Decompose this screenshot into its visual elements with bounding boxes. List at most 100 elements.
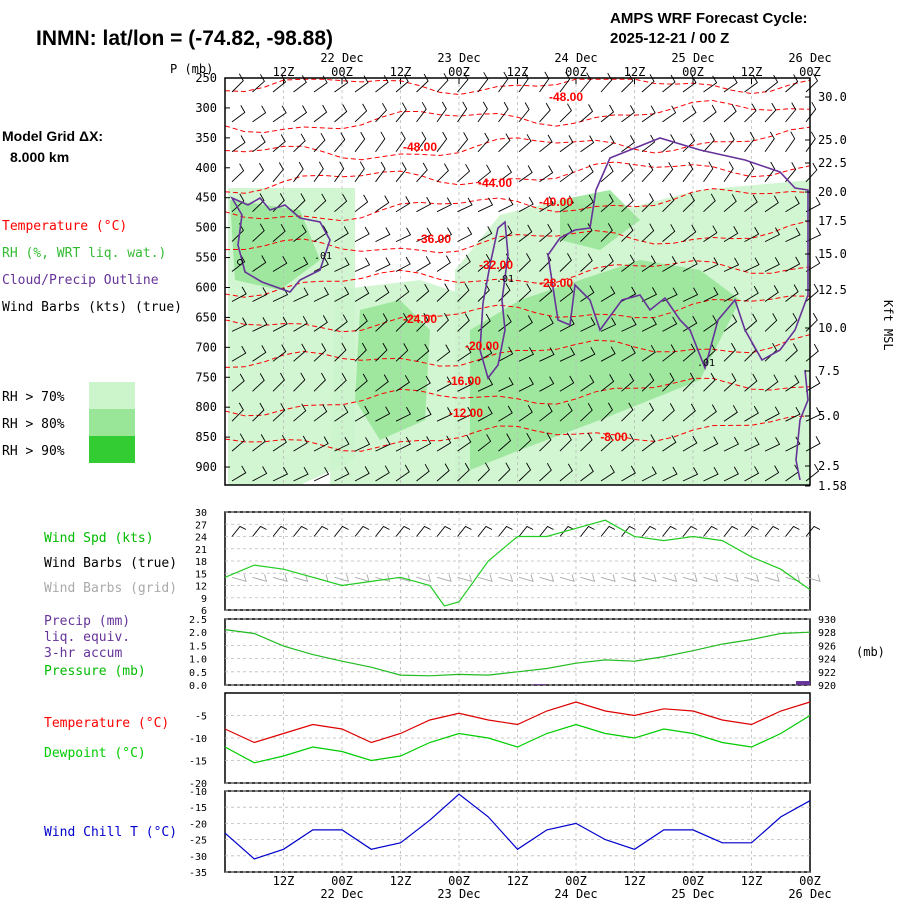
cycle-title-line1: AMPS WRF Forecast Cycle: [610,10,808,27]
true-wind-barb [272,525,288,537]
wind-barb [764,465,780,482]
top-hour-label: 12Z [273,65,295,79]
wind-barb [641,317,657,332]
y-tick-label: 2.0 [189,628,207,639]
y-tick-label: -25 [189,836,207,847]
wind-barb [518,165,533,183]
wind-barb [375,465,390,482]
y-tick-label: -5 [195,712,207,723]
wind-barb [744,285,759,302]
top-day-label: 22 Dec [320,51,363,65]
top-hour-label: 12Z [624,65,646,79]
wind-barb [293,133,306,153]
wind-barb [600,104,615,123]
wind-barb [395,312,408,332]
wind-barb [764,257,780,272]
top-hour-label: 00Z [799,65,821,79]
wind-barb [662,256,677,272]
isotherm-line [224,295,811,333]
grid-wind-barb [252,574,268,582]
wind-barb [621,254,635,272]
wind-barb [703,132,715,153]
height-tick-label: 17.5 [818,214,847,228]
true-wind-barb [744,525,759,537]
wind-barb [518,347,535,362]
wind-barb [641,402,655,422]
grid-wind-barb [805,574,821,582]
wind-barb [600,223,613,242]
cloud-outline-label: .01 [697,358,715,369]
wind-barb [252,105,267,123]
y-tick-label: 0.5 [189,668,207,679]
y-tick-label: -10 [189,734,207,745]
windchill-panel: -10 -15 -20 -25 -30 -35 [189,787,811,879]
y-tick-label: 2.5 [189,615,207,626]
wind-barb [395,196,411,213]
wind-barb [252,317,268,332]
wind-barb [375,102,387,123]
wind-barb [703,436,719,452]
wind-barb [395,406,412,422]
wind-barb [785,312,798,332]
wind-barb [334,373,347,392]
wind-barb [231,317,248,332]
true-wind-barb [559,525,575,537]
y-tick-label: 18 [195,557,207,568]
true-wind-barb [600,525,616,537]
wind-barb [785,256,801,272]
wind-barb [293,105,308,123]
wind-barb [252,74,265,93]
true-wind-barb [498,525,513,537]
wind-barb [723,342,736,362]
wind-barb [293,193,306,213]
wind-barb [805,101,817,123]
wind-barb [252,345,267,362]
height-tick-label: 30.0 [818,90,847,104]
wind-barb [785,131,796,153]
grid-wind-barb [375,574,391,582]
wind-barb [682,161,694,183]
wind-barb [621,317,637,332]
wind-barb [539,462,552,482]
wind-barb [805,131,816,153]
cloud-outline [479,220,509,380]
wind-barb [744,437,760,452]
grid-wind-barb [231,574,247,582]
pressure-y2-tick-label: 930 [818,615,836,626]
wind-barb [621,223,634,242]
wind-barb [805,227,822,243]
wind-barb [272,344,287,362]
wind-barb [293,343,307,362]
wind-barb [457,434,472,452]
wind-barb [313,343,327,362]
wind-barb [375,227,391,243]
wind-barb [231,433,245,452]
wind-barb [416,436,432,452]
isotherm-label: -24.00 [403,312,437,326]
legend-rh90: RH > 90% [2,444,65,459]
wind-barb [477,462,490,482]
wind-barb [662,403,675,422]
wind-barb [723,257,740,272]
wind-barb [641,344,656,362]
wind-barb [641,105,656,123]
wind-barb [785,196,800,213]
y-tick-label: 1.0 [189,655,207,666]
wind-barb [621,73,634,93]
top-hour-label: 12Z [390,65,412,79]
wind-barb [293,466,309,482]
grid-wind-barb [436,574,452,582]
wind-barb [764,227,781,243]
wind-barb [231,105,246,123]
wind-barb [785,436,801,452]
wind-barb [334,226,349,242]
pressure-y2-tick-label: 928 [818,628,836,639]
wind-barb [518,102,530,123]
temperature-panel: -5 -10 -15 -20 [189,693,811,790]
isotherm-line [224,99,811,134]
legend-3hr-accum: 3-hr accum [44,646,122,661]
wind-barb [375,406,391,422]
wind-barb [723,132,735,153]
precip-pressure-panel: 2.5 2.0 1.5 1.0 0.5 0.0 930 928 926 924 922 920 [189,615,836,692]
bottom-day-label: 24 Dec [554,887,597,900]
